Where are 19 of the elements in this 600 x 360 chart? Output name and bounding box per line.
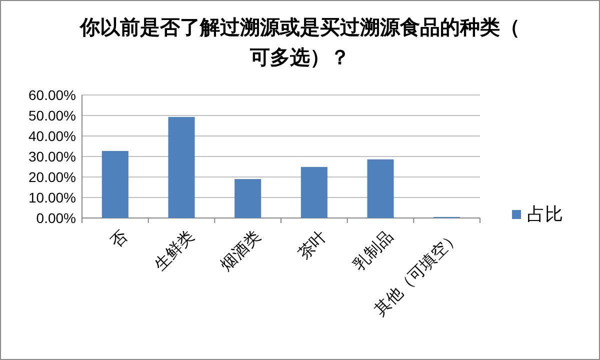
x-tick-label: 否: [108, 228, 132, 252]
bar: [300, 166, 328, 218]
x-tick-label: 烟酒类: [217, 227, 264, 274]
y-tick-label: 60.00%: [28, 87, 76, 103]
y-tick-label: 20.00%: [28, 169, 76, 185]
bar: [367, 159, 394, 218]
x-tick-label: 茶叶: [295, 227, 330, 263]
chart-title: 你以前是否了解过溯源或是买过溯源食品的种类（可多选）？: [79, 17, 520, 69]
x-tick-label: 生鲜类: [151, 227, 198, 274]
y-tick-label: 10.00%: [28, 190, 76, 206]
x-tick-label: 乳制品: [350, 227, 397, 274]
y-tick-label: 50.00%: [28, 108, 76, 124]
bar: [234, 179, 262, 218]
legend-label: 占比: [527, 204, 563, 224]
y-tick-label: 0.00%: [36, 210, 76, 226]
y-tick-label: 30.00%: [28, 148, 76, 164]
bar: [102, 150, 128, 218]
y-tick-label: 40.00%: [28, 128, 76, 144]
bar: [168, 116, 195, 218]
